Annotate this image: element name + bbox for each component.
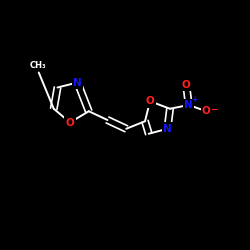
Text: N: N [73,78,82,88]
Text: O: O [202,106,210,116]
Text: CH₃: CH₃ [29,61,46,70]
Text: +: + [191,95,198,104]
Text: O: O [182,80,191,90]
Text: O: O [66,118,74,128]
Text: −: − [210,106,218,114]
Text: N: N [163,124,172,134]
Text: N: N [184,100,193,110]
Text: O: O [146,96,154,106]
